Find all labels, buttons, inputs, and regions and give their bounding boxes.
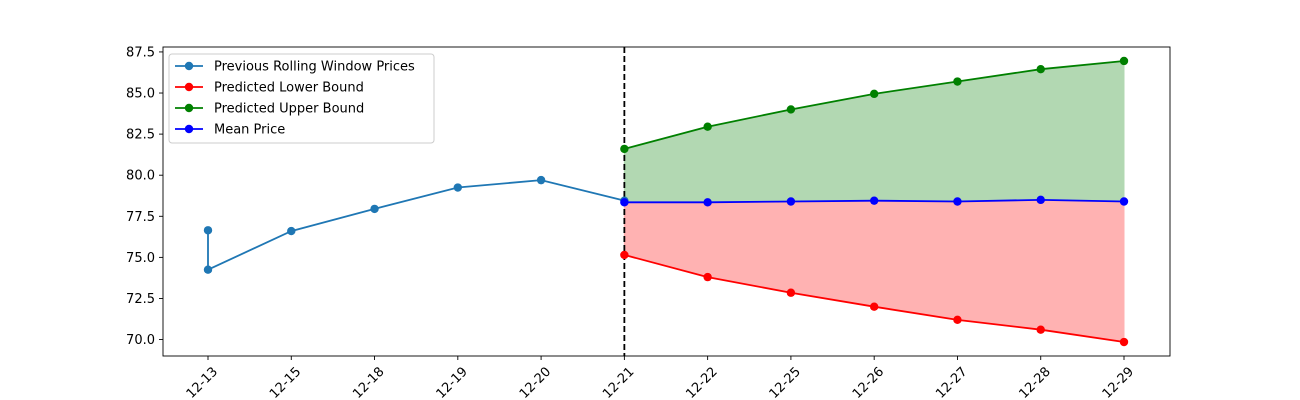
predicted-lower-bound-point-2 — [786, 288, 796, 297]
mean-price-point-3 — [869, 196, 879, 205]
x-tick-label: 12-13 — [184, 364, 221, 400]
legend-box — [168, 53, 435, 144]
previous-rolling-window-prices-point-2 — [287, 226, 296, 236]
legend-swatch-marker — [184, 82, 194, 92]
legend-entry-predicted-upper-bound: Predicted Upper Bound — [175, 102, 364, 117]
x-tick-label: 12-22 — [683, 364, 720, 400]
legend-label: Previous Rolling Window Prices — [214, 60, 415, 75]
mean-price-point-2 — [786, 197, 796, 206]
upper-band-fill — [623, 60, 1125, 203]
legend-entry-predicted-lower-bound: Predicted Lower Bound — [175, 81, 364, 96]
previous-rolling-window-prices-line — [207, 179, 625, 272]
predicted-upper-bound-point-3 — [869, 89, 879, 99]
predicted-upper-bound-point-1 — [703, 122, 712, 131]
mean-price-point-1 — [703, 198, 712, 207]
series-mean-price — [620, 195, 1129, 207]
mean-price-point-0 — [620, 198, 629, 207]
legend-label: Predicted Upper Bound — [214, 102, 364, 117]
mean-price-point-5 — [1036, 195, 1045, 205]
x-tick-label: 12-19 — [434, 364, 471, 400]
mean-price-point-4 — [953, 197, 962, 206]
previous-rolling-window-prices-point-3 — [370, 204, 379, 214]
y-tick-label: 75.0 — [126, 251, 155, 266]
previous-rolling-window-prices-point-0 — [203, 226, 213, 235]
x-tick-label: 12-20 — [517, 364, 554, 400]
x-tick-label: 12-27 — [933, 364, 970, 400]
lower-band-fill — [623, 199, 1125, 343]
legend-swatch-marker — [184, 103, 194, 113]
plot-frame — [162, 46, 1171, 357]
previous-rolling-window-prices-point-1 — [203, 265, 213, 274]
x-tick-label: 12-29 — [1100, 364, 1137, 400]
predicted-upper-bound-point-2 — [786, 105, 796, 114]
x-tick-label: 12-28 — [1016, 364, 1053, 400]
predicted-lower-bound-point-4 — [953, 315, 962, 325]
predicted-lower-bound-point-0 — [620, 250, 629, 260]
y-tick-label: 85.0 — [126, 87, 155, 102]
y-tick-label: 72.5 — [126, 292, 155, 307]
predicted-lower-bound-point-1 — [703, 272, 712, 282]
legend-label: Mean Price — [214, 123, 285, 138]
predicted-lower-bound-point-6 — [1119, 337, 1129, 347]
predicted-lower-bound-point-3 — [869, 302, 879, 311]
legend-entry-previous-rolling-window-prices: Previous Rolling Window Prices — [175, 60, 415, 75]
y-tick-label: 82.5 — [126, 128, 155, 143]
x-tick-label: 12-26 — [850, 364, 887, 400]
series-predicted-upper-bound — [620, 56, 1129, 154]
legend-swatch-marker — [184, 124, 194, 134]
legend-entry-mean-price: Mean Price — [175, 123, 285, 138]
predicted-upper-bound-point-4 — [953, 77, 962, 86]
x-axis: 12-13 12-15 12-18 12-19 12-20 12-21 12-22 12-25… — [184, 356, 1137, 400]
x-tick-label: 12-25 — [767, 364, 804, 400]
series-lines — [203, 56, 1129, 347]
mean-price-point-6 — [1119, 197, 1129, 206]
legend: Previous Rolling Window Prices Predicted … — [168, 53, 435, 144]
predicted-lower-bound-point-5 — [1036, 325, 1045, 334]
series-predicted-lower-bound — [620, 250, 1129, 347]
y-tick-label: 70.0 — [126, 333, 155, 348]
legend-label: Predicted Lower Bound — [214, 81, 364, 96]
x-tick-label: 12-15 — [267, 364, 304, 400]
y-axis: 70.0 72.5 75.0 77.5 80.0 82.5 85.0 87.5 — [126, 45, 163, 348]
predicted-upper-bound-point-5 — [1036, 64, 1045, 74]
y-tick-label: 87.5 — [126, 45, 155, 60]
y-tick-label: 77.5 — [126, 210, 155, 225]
predicted-upper-bound-point-6 — [1119, 56, 1129, 66]
predicted-upper-bound-point-0 — [620, 144, 629, 154]
x-tick-label: 12-21 — [600, 364, 637, 400]
previous-rolling-window-prices-point-5 — [536, 175, 546, 185]
previous-rolling-window-prices-point-4 — [453, 183, 463, 192]
axes-box — [162, 46, 1171, 357]
x-tick-label: 12-18 — [350, 364, 387, 400]
series-previous-rolling-window-prices — [203, 175, 629, 274]
y-tick-label: 80.0 — [126, 169, 155, 184]
legend-swatch-marker — [184, 61, 194, 71]
